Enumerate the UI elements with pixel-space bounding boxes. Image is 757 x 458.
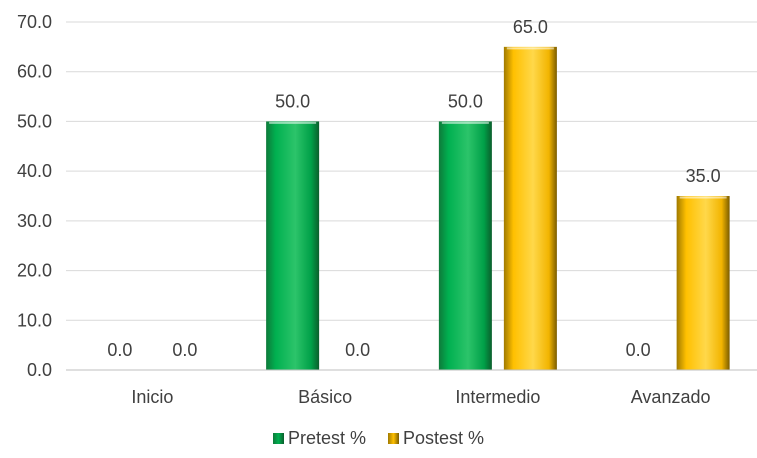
data-label: 35.0: [686, 166, 721, 186]
y-tick-label: 0.0: [27, 360, 52, 380]
data-label: 65.0: [513, 17, 548, 37]
y-tick-label: 70.0: [17, 12, 52, 32]
bar: [676, 196, 730, 370]
y-tick-label: 30.0: [17, 211, 52, 231]
legend-item-postest: Postest %: [387, 428, 485, 449]
x-tick-label: Básico: [298, 387, 352, 407]
legend-item-pretest: Pretest %: [272, 428, 366, 449]
y-tick-label: 20.0: [17, 261, 52, 281]
data-label: 0.0: [345, 340, 370, 360]
bar: [503, 46, 557, 370]
y-tick-label: 50.0: [17, 111, 52, 131]
y-tick-label: 40.0: [17, 161, 52, 181]
legend: Pretest % Postest %: [0, 428, 757, 449]
bar: [438, 121, 492, 370]
bar: [266, 121, 320, 370]
x-tick-label: Inicio: [131, 387, 173, 407]
y-tick-label: 10.0: [17, 310, 52, 330]
x-tick-label: Avanzado: [631, 387, 711, 407]
data-label: 50.0: [275, 91, 310, 111]
y-tick-label: 60.0: [17, 62, 52, 82]
data-label: 0.0: [172, 340, 197, 360]
legend-label-pretest: Pretest %: [287, 428, 366, 448]
data-label: 50.0: [448, 91, 483, 111]
legend-swatch-postest: [387, 433, 399, 444]
data-label: 0.0: [107, 340, 132, 360]
x-tick-label: Intermedio: [455, 387, 540, 407]
legend-label-postest: Postest %: [402, 428, 485, 448]
legend-swatch-pretest: [272, 433, 284, 444]
data-label: 0.0: [626, 340, 651, 360]
